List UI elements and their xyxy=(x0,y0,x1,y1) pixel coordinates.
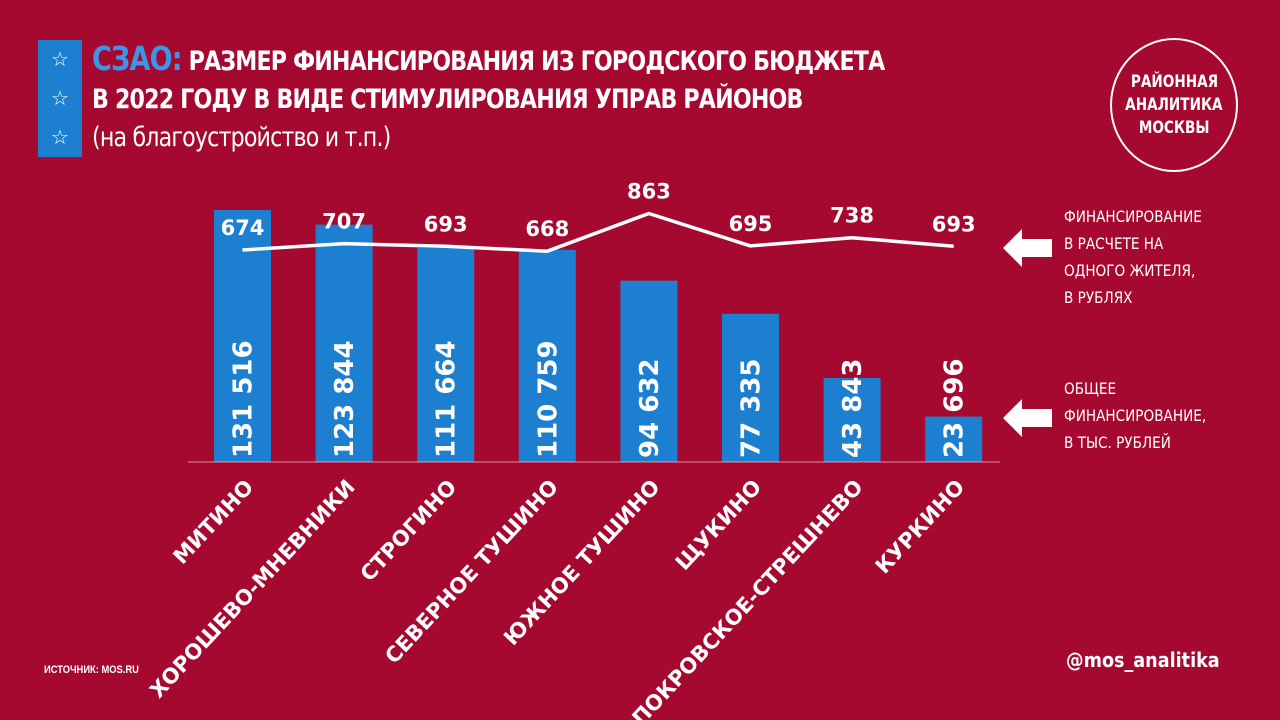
star-outline-icon: ☆ xyxy=(51,126,69,149)
category-label: МИТИНО xyxy=(168,475,258,569)
bar xyxy=(925,416,983,462)
bar-value-label: 94 632 xyxy=(635,358,665,458)
bar xyxy=(722,313,779,462)
category-label: ХОРОШЕВО-МНЕВНИКИ xyxy=(145,475,360,703)
social-handle: @mos_analitika xyxy=(1066,648,1220,672)
bar xyxy=(315,224,373,462)
star-column: ☆ ☆ ☆ xyxy=(38,40,82,157)
category-label: КУРКИНО xyxy=(871,475,970,578)
bar-value-label: 43 843 xyxy=(838,358,868,458)
legend-line-text-4: В РУБЛЯХ xyxy=(1064,288,1133,307)
legend-arrows xyxy=(1003,229,1052,437)
logo-emblem: РАЙОННАЯ АНАЛИТИКА МОСКВЫ xyxy=(1110,38,1238,172)
legend-bar-text-2: ФИНАНСИРОВАНИЕ, xyxy=(1064,406,1207,425)
star-outline-icon: ☆ xyxy=(51,87,69,110)
category-label: СТРОГИНО xyxy=(356,475,462,586)
category-label: ЩУКИНО xyxy=(671,475,766,575)
arrow-left-icon xyxy=(1003,399,1052,437)
logo-line-2: АНАЛИТИКА xyxy=(1125,94,1223,115)
legend-bar-text-3: В ТЫС. РУБЛЕЙ xyxy=(1064,433,1171,452)
legend-line-text-2: В РАСЧЕТЕ НА xyxy=(1064,234,1164,253)
line-value-label: 668 xyxy=(525,217,569,241)
line-value-label: 738 xyxy=(830,204,874,228)
title-line-1-text: РАЗМЕР ФИНАНСИРОВАНИЯ ИЗ ГОРОДСКОГО БЮДЖ… xyxy=(188,46,886,77)
legend-bar-series: ОБЩЕЕ ФИНАНСИРОВАНИЕ, В ТЫС. РУБЛЕЙ xyxy=(1064,375,1206,456)
bar-value-label: 131 516 xyxy=(229,340,259,458)
bar xyxy=(518,249,576,462)
line-value-label: 863 xyxy=(627,180,671,204)
logo-line-1: РАЙОННАЯ xyxy=(1130,71,1218,92)
line-value-label: 674 xyxy=(221,216,265,240)
bar xyxy=(620,280,678,462)
line-value-label: 695 xyxy=(729,212,773,236)
bar-value-label: 111 664 xyxy=(432,340,462,458)
category-label: ПОКРОВСКОЕ-СТРЕШНЕВО xyxy=(628,475,868,720)
chart-title: СЗАО: РАЗМЕР ФИНАНСИРОВАНИЯ ИЗ ГОРОДСКОГ… xyxy=(92,39,886,157)
bar xyxy=(823,378,881,462)
title-accent: СЗАО: xyxy=(92,39,183,78)
line-value-label: 693 xyxy=(424,212,468,236)
title-line-2: В 2022 ГОДУ В ВИДЕ СТИМУЛИРОВАНИЯ УПРАВ … xyxy=(92,84,803,115)
bar-value-label: 123 844 xyxy=(330,340,360,458)
title-line-1: СЗАО: РАЗМЕР ФИНАНСИРОВАНИЯ ИЗ ГОРОДСКОГ… xyxy=(92,39,886,81)
legend-bar-text-1: ОБЩЕЕ xyxy=(1064,379,1117,398)
line-value-label: 693 xyxy=(932,212,976,236)
bar xyxy=(214,210,271,462)
legend-line-text-3: ОДНОГО ЖИТЕЛЯ, xyxy=(1064,261,1196,280)
bar xyxy=(417,248,475,462)
bar-value-label: 110 759 xyxy=(533,340,563,458)
category-label: СЕВЕРНОЕ ТУШИНО xyxy=(380,475,563,668)
line-series xyxy=(242,211,954,253)
source-note: ИСТОЧНИК: MOS.RU xyxy=(44,664,139,676)
legend-line-text-1: ФИНАНСИРОВАНИЕ xyxy=(1064,207,1202,226)
line-value-label: 707 xyxy=(322,210,366,234)
star-outline-icon: ☆ xyxy=(51,48,69,71)
legend-line-series: ФИНАНСИРОВАНИЕ В РАСЧЕТЕ НА ОДНОГО ЖИТЕЛ… xyxy=(1064,203,1202,311)
title-line-3: (на благоустройство и т.п.) xyxy=(92,122,391,153)
bar-value-label: 23 696 xyxy=(940,358,970,458)
logo-line-3: МОСКВЫ xyxy=(1138,117,1210,138)
bar-value-label: 77 335 xyxy=(737,358,767,458)
arrow-left-icon xyxy=(1003,229,1052,267)
